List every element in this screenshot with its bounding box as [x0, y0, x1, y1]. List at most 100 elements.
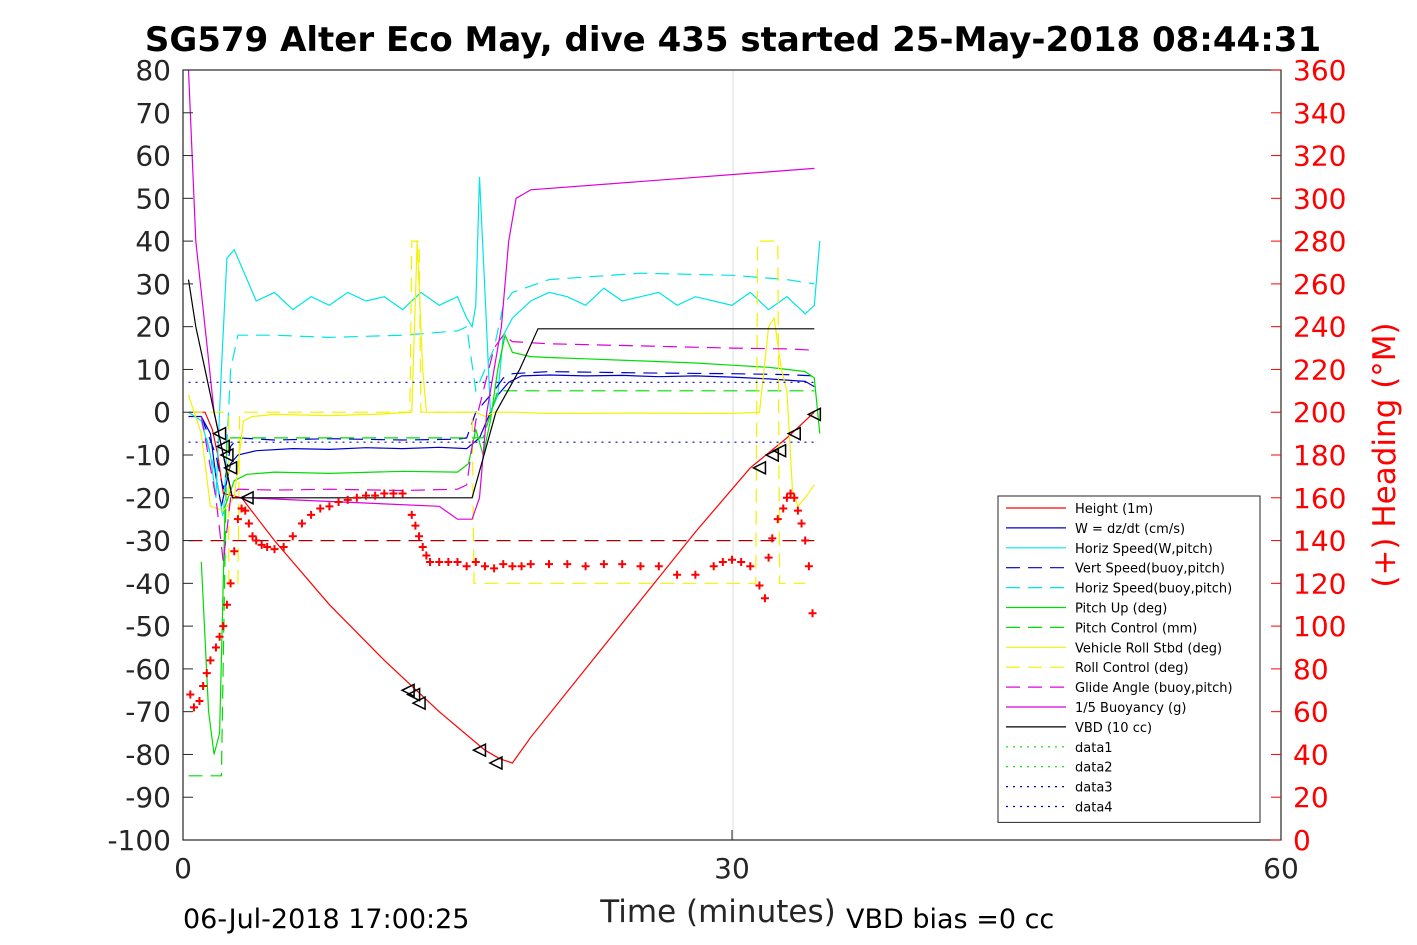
y2-tick-label: 220	[1293, 353, 1346, 386]
y2-tick-label: 360	[1293, 54, 1346, 87]
heading-point	[371, 491, 380, 500]
heading-point	[418, 542, 427, 551]
heading-point	[380, 489, 389, 498]
legend-label: Height (1m)	[1075, 502, 1153, 517]
y2-tick-label: 280	[1293, 225, 1346, 258]
heading-point	[215, 632, 224, 641]
legend-label: Glide Angle (buoy,pitch)	[1075, 681, 1233, 696]
heading-point	[673, 570, 682, 579]
heading-point	[618, 560, 627, 569]
series-line-glide-angle-buoy-pitch	[200, 334, 815, 562]
series-line-vert-speed-buoy-pitch	[200, 370, 815, 490]
heading-point	[334, 498, 343, 507]
y-tick-label: 30	[135, 268, 171, 301]
heading-point	[462, 562, 471, 571]
heading-point	[252, 536, 261, 545]
heading-point	[279, 542, 288, 551]
heading-point	[480, 562, 489, 571]
y2-tick-label: 140	[1293, 525, 1346, 558]
heading-point	[257, 540, 266, 549]
legend-label: Horiz Speed(buoy,pitch)	[1075, 582, 1232, 597]
y-tick-label: 70	[135, 97, 171, 130]
heading-point	[526, 560, 535, 569]
direction-marker	[222, 460, 238, 476]
y2-tick-label: 180	[1293, 439, 1346, 472]
heading-point	[352, 493, 361, 502]
legend-label: Pitch Up (deg)	[1075, 602, 1167, 617]
y-tick-label: -40	[125, 567, 171, 600]
heading-point	[768, 534, 777, 543]
heading-point	[499, 560, 508, 569]
heading-point	[189, 703, 198, 712]
heading-point	[709, 562, 718, 571]
y-tick-label: -10	[125, 439, 171, 472]
y2-tick-label: 60	[1293, 696, 1329, 729]
heading-point	[760, 594, 769, 603]
heading-point	[782, 493, 791, 502]
heading-point	[718, 557, 727, 566]
heading-point	[490, 564, 499, 573]
y2-tick-label: 120	[1293, 567, 1346, 600]
chart-title: SG579 Alter Eco May, dive 435 started 25…	[145, 20, 1321, 60]
heading-point	[316, 504, 325, 513]
heading-point	[219, 622, 228, 631]
heading-point	[793, 506, 802, 515]
heading-point	[779, 504, 788, 513]
y-tick-label: -90	[125, 781, 171, 814]
y-tick-label: -80	[125, 738, 171, 771]
heading-point	[297, 519, 306, 528]
heading-point	[202, 669, 211, 678]
direction-marker	[806, 407, 822, 422]
heading-layer	[186, 489, 817, 712]
heading-point	[288, 532, 297, 541]
y-tick-label: -60	[125, 653, 171, 686]
series-line-roll-control-deg	[188, 240, 806, 584]
y-tick-label: 40	[135, 225, 171, 258]
y2-tick-label: 260	[1293, 268, 1346, 301]
legend-label: data3	[1075, 781, 1113, 796]
heading-point	[563, 560, 572, 569]
marker-layer	[211, 407, 822, 771]
heading-point	[581, 562, 590, 571]
y2-tick-label: 240	[1293, 311, 1346, 344]
heading-point	[270, 545, 279, 554]
y2-tick-label: 200	[1293, 396, 1346, 429]
legend-label: data1	[1075, 741, 1113, 756]
heading-point	[389, 489, 398, 498]
legend-label: data2	[1075, 761, 1113, 776]
footer-vbd-bias: VBD bias =0 cc	[846, 904, 1054, 935]
direction-marker	[751, 460, 767, 476]
y2-tick-label: 300	[1293, 182, 1346, 215]
heading-point	[241, 506, 250, 515]
series-line-horiz-speed-buoy-pitch	[200, 272, 815, 520]
direction-marker	[471, 742, 487, 758]
heading-point	[746, 562, 755, 571]
y-tick-label: 80	[135, 54, 171, 87]
heading-point	[222, 600, 231, 609]
legend-label: Pitch Control (mm)	[1075, 621, 1197, 636]
x-axis-label: Time (minutes)	[599, 894, 835, 930]
direction-marker	[211, 426, 227, 441]
heading-point	[435, 557, 444, 566]
y2-tick-label: 100	[1293, 610, 1346, 643]
heading-point	[517, 562, 526, 571]
y-tick-label: -100	[107, 824, 171, 857]
legend-label: W = dz/dt (cm/s)	[1075, 522, 1185, 537]
heading-point	[206, 656, 215, 665]
heading-point	[244, 519, 253, 528]
heading-point	[411, 521, 420, 530]
direction-marker	[400, 683, 415, 698]
heading-point	[453, 557, 462, 566]
y2-tick-label: 340	[1293, 97, 1346, 130]
heading-point	[415, 532, 424, 541]
heading-point	[797, 519, 806, 528]
heading-point	[233, 515, 242, 524]
heading-point	[186, 690, 195, 699]
heading-point	[199, 682, 208, 690]
legend-label: Roll Control (deg)	[1075, 661, 1189, 676]
y-tick-label: -50	[125, 610, 171, 643]
y2-tick-label: 80	[1293, 653, 1329, 686]
right-y-axis: 3603403203002802602402202001801601401201…	[1271, 54, 1346, 857]
y-tick-label: 50	[135, 182, 171, 215]
plot-area	[182, 69, 1282, 841]
